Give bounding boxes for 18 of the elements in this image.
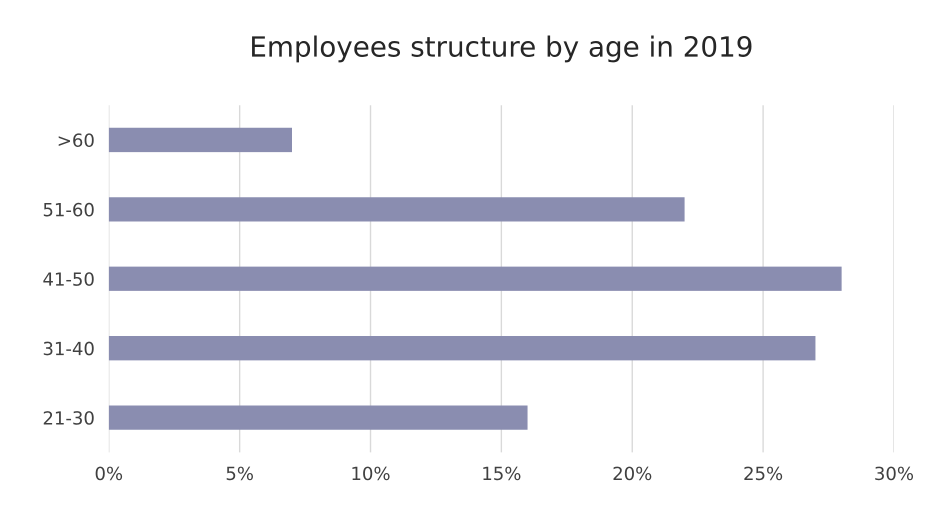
x-tick-label: 20%: [614, 466, 652, 480]
x-tick-label: 15%: [483, 466, 520, 480]
bar: [108, 405, 528, 430]
bar: [108, 336, 816, 360]
y-tick-label: 31-40: [44, 342, 94, 356]
x-tick-label: 25%: [744, 466, 782, 480]
bar: [108, 197, 685, 222]
bar: [108, 266, 842, 291]
x-tick-label: 30%: [875, 466, 914, 480]
y-tick-label: 51-60: [44, 202, 94, 216]
chart-title: Employees structure by age in 2019: [252, 35, 752, 62]
y-tick-label: 41-50: [43, 272, 94, 286]
y-tick-label: 21-30: [44, 411, 94, 425]
bar: [108, 128, 292, 152]
x-tick-label: 5%: [226, 466, 253, 480]
y-tick-label: >60: [58, 133, 94, 148]
x-tick-label: 0%: [96, 466, 122, 480]
x-tick-label: 10%: [352, 466, 390, 480]
